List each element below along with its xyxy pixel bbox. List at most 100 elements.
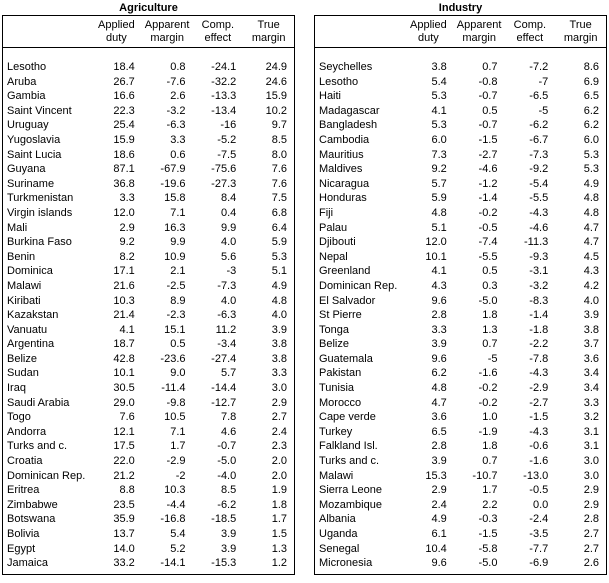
- table-row: Andorra 12.1 7.1 4.6 2.4: [3, 425, 294, 440]
- value-cell: 6.4: [271, 221, 287, 234]
- table-row: Uruguay 25.4 -6.3 -16 9.7: [3, 118, 294, 133]
- value-cell: 0.6: [170, 148, 186, 161]
- country-name: Benin: [7, 250, 36, 263]
- value-cell: -5.0: [478, 557, 498, 570]
- value-cell: 0.5: [482, 104, 498, 117]
- table-row: Malawi 21.6 -2.5 -7.3 4.9: [3, 279, 294, 294]
- value-cell: 2.8: [431, 440, 447, 453]
- table-industry: Industry Applied duty Apparent margin Co…: [314, 2, 607, 583]
- table-row: Turks and c. 3.9 0.7 -1.6 3.0: [315, 454, 606, 469]
- country-name: Lesotho: [319, 75, 359, 88]
- table-row: Sierra Leone 2.9 1.7 -0.5 2.9: [315, 483, 606, 498]
- table-row: Madagascar 4.1 0.5 -5 6.2: [315, 104, 606, 119]
- value-cell: 5.6: [220, 250, 237, 263]
- value-cell: 9.6: [431, 294, 447, 307]
- value-cell: 3.3: [170, 133, 186, 146]
- table-box-industry: Applied duty Apparent margin Comp. effec…: [314, 15, 607, 575]
- value-cell: 3.4: [583, 367, 599, 380]
- value-cell: 10.3: [164, 484, 186, 497]
- value-cell: 22.3: [113, 104, 135, 117]
- value-cell: -2.9: [166, 455, 186, 468]
- value-cell: -1.4: [529, 309, 549, 322]
- value-cell: 3.9: [220, 528, 237, 540]
- value-cell: -12.7: [211, 396, 237, 409]
- value-cell: 6.0: [583, 133, 599, 146]
- value-cell: 10.1: [113, 367, 135, 380]
- table-row: St Pierre 2.8 1.8 -1.4 3.9: [315, 308, 606, 323]
- value-cell: -4.6: [529, 221, 549, 234]
- country-name: Turks and c.: [7, 440, 68, 453]
- value-cell: 4.8: [431, 206, 447, 219]
- value-cell: 3.3: [431, 323, 447, 336]
- value-cell: -11.4: [161, 382, 186, 395]
- country-name: Tonga: [319, 323, 349, 336]
- value-cell: 42.8: [113, 352, 135, 365]
- value-cell: 2.6: [583, 557, 599, 570]
- column-header-comp-effect: Comp. effect: [201, 19, 235, 44]
- table-row: Vanuatu 4.1 15.1 11.2 3.9: [3, 323, 294, 338]
- value-cell: 1.8: [482, 440, 498, 453]
- value-cell: 6.1: [431, 528, 447, 540]
- column-header-comp-effect: Comp. effect: [513, 19, 547, 44]
- value-cell: 5.3: [583, 163, 599, 176]
- value-cell: 6.5: [431, 425, 447, 438]
- country-name: Malawi: [7, 279, 42, 292]
- value-cell: 3.0: [271, 382, 287, 395]
- table-title-industry: Industry: [438, 2, 483, 14]
- value-cell: 3.9: [271, 323, 287, 336]
- value-cell: 8.2: [119, 250, 135, 263]
- value-cell: 4.9: [271, 279, 287, 292]
- value-cell: -6.3: [166, 119, 186, 132]
- table-row: Guatemala 9.6 -5 -7.8 3.6: [315, 352, 606, 367]
- value-cell: 87.1: [113, 163, 135, 176]
- value-cell: 4.0: [220, 294, 237, 307]
- value-cell: 4.9: [431, 513, 447, 526]
- value-cell: -5.5: [478, 250, 498, 263]
- country-name: Kiribati: [7, 294, 41, 307]
- table-row: Yugoslavia 15.9 3.3 -5.2 8.5: [3, 133, 294, 148]
- value-cell: -4.0: [217, 469, 237, 482]
- value-cell: 3.7: [583, 338, 599, 351]
- value-cell: 3.4: [583, 382, 599, 395]
- column-header-applied-duty: Applied duty: [410, 19, 447, 44]
- value-cell: 2.4: [431, 498, 447, 511]
- country-name: Suriname: [7, 177, 55, 190]
- value-cell: -0.7: [478, 90, 498, 103]
- value-cell: 9.0: [170, 367, 186, 380]
- value-cell: 4.1: [119, 323, 135, 336]
- value-cell: 3.3: [271, 367, 287, 380]
- value-cell: 12.0: [425, 236, 447, 249]
- value-cell: 8.5: [271, 133, 287, 146]
- country-name: Falkland Isl.: [319, 440, 378, 453]
- country-name: Turkey: [319, 425, 353, 438]
- table-row: Mozambique 2.4 2.2 0.0 2.9: [315, 498, 606, 513]
- country-name: Eritrea: [7, 484, 40, 497]
- table-row: Cambodia 6.0 -1.5 -6.7 6.0: [315, 133, 606, 148]
- value-cell: -7.3: [529, 148, 549, 161]
- table-row: Virgin islands 12.0 7.1 0.4 6.8: [3, 206, 294, 221]
- value-cell: 8.9: [170, 294, 186, 307]
- value-cell: 2.8: [431, 309, 447, 322]
- value-cell: 4.0: [271, 309, 287, 322]
- value-cell: -67.9: [160, 163, 186, 176]
- country-name: Turks and c.: [319, 455, 380, 468]
- value-cell: -1.9: [478, 425, 498, 438]
- table-row: Seychelles 3.8 0.7 -7.2 8.6: [315, 60, 606, 75]
- value-cell: 7.5: [271, 192, 287, 205]
- value-cell: 15.3: [425, 469, 447, 482]
- table-row: Saudi Arabia 29.0 -9.8 -12.7 2.9: [3, 396, 294, 411]
- country-name: Seychelles: [319, 61, 373, 73]
- value-cell: 8.8: [119, 484, 135, 497]
- value-cell: 3.1: [583, 425, 599, 438]
- value-cell: -0.2: [478, 396, 498, 409]
- table-row: Greenland 4.1 0.5 -3.1 4.3: [315, 264, 606, 279]
- table-row: El Salvador 9.6 -5.0 -8.3 4.0: [315, 294, 606, 309]
- table-row: Turks and c. 17.5 1.7 -0.7 2.3: [3, 439, 294, 454]
- value-cell: -6.3: [217, 309, 237, 322]
- value-cell: -1.6: [478, 367, 498, 380]
- value-cell: 4.8: [583, 192, 599, 205]
- value-cell: 8.5: [220, 484, 237, 497]
- table-row: Albania 4.9 -0.3 -2.4 2.8: [315, 512, 606, 527]
- value-cell: -3.2: [529, 279, 549, 292]
- table-row: Tonga 3.3 1.3 -1.8 3.8: [315, 323, 606, 338]
